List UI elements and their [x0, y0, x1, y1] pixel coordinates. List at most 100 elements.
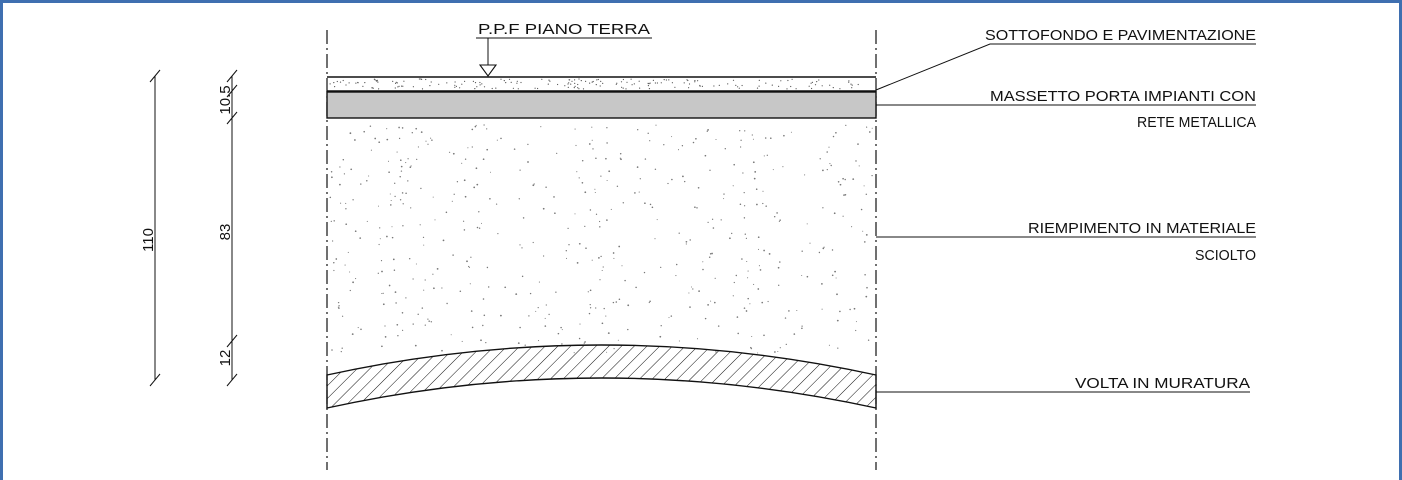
- speckle-dot: [564, 85, 566, 87]
- speckle-dot: [578, 78, 580, 80]
- speckle-dot: [475, 167, 478, 170]
- speckle-dot: [678, 340, 680, 342]
- speckle-dot: [524, 344, 526, 346]
- speckle-dot: [688, 83, 691, 85]
- speckle-dot: [806, 223, 808, 225]
- speckle-dot: [732, 79, 735, 81]
- speckle-dot: [754, 171, 757, 173]
- speckle-dot: [743, 217, 746, 219]
- speckle-dot: [633, 83, 635, 85]
- speckle-dot: [652, 79, 655, 81]
- speckle-dot: [773, 215, 776, 218]
- speckle-dot: [756, 203, 758, 206]
- speckle-dot: [791, 78, 793, 80]
- speckle-dot: [757, 236, 760, 239]
- speckle-dot: [638, 80, 640, 82]
- speckle-dot: [690, 286, 693, 288]
- speckle-dot: [544, 325, 547, 327]
- speckle-dot: [811, 81, 814, 83]
- speckle-dot: [390, 204, 392, 206]
- speckle-dot: [339, 81, 342, 83]
- speckle-dot: [532, 184, 535, 187]
- speckle-dot: [475, 124, 477, 126]
- speckle-dot: [433, 287, 435, 290]
- speckle-dot: [578, 337, 581, 340]
- speckle-dot: [796, 309, 798, 312]
- speckle-dot: [765, 82, 767, 84]
- speckle-dot: [533, 183, 535, 185]
- speckle-dot: [735, 274, 738, 277]
- speckle-dot: [616, 185, 619, 187]
- speckle-dot: [683, 82, 685, 84]
- dimension-top-label: 10.5: [217, 85, 234, 114]
- speckle-dot: [386, 235, 388, 238]
- speckle-dot: [747, 270, 749, 272]
- speckle-dot: [453, 193, 455, 195]
- speckle-dot: [713, 85, 715, 87]
- speckle-dot: [337, 301, 340, 304]
- speckle-dot: [377, 205, 380, 207]
- speckle-dot: [565, 250, 567, 252]
- speckle-dot: [479, 84, 481, 86]
- speckle-dot: [857, 83, 859, 86]
- speckle-dot: [663, 79, 665, 81]
- speckle-dot: [388, 284, 391, 287]
- speckle-dot: [535, 310, 537, 312]
- speckle-dot: [860, 208, 863, 211]
- speckle-dot: [371, 87, 373, 89]
- speckle-dot: [521, 275, 524, 278]
- speckle-dot: [489, 197, 491, 200]
- speckle-dot: [395, 81, 397, 83]
- riempimento-layer: [329, 124, 873, 354]
- speckle-dot: [855, 329, 857, 332]
- speckle-dot: [522, 217, 525, 219]
- speckle-dot: [378, 88, 380, 90]
- speckle-dot: [336, 80, 338, 83]
- speckle-dot: [557, 332, 560, 335]
- speckle-dot: [595, 84, 597, 86]
- speckle-dot: [407, 180, 409, 182]
- speckle-dot: [580, 80, 582, 82]
- speckle-dot: [610, 208, 612, 210]
- speckle-dot: [694, 206, 696, 208]
- speckle-dot: [758, 265, 760, 267]
- speckle-dot: [616, 82, 618, 84]
- speckle-dot: [758, 79, 760, 81]
- speckle-dot: [397, 335, 399, 337]
- speckle-dot: [576, 171, 578, 173]
- speckle-dot: [503, 80, 505, 82]
- speckle-dot: [578, 177, 580, 179]
- speckle-dot: [396, 151, 398, 153]
- speckle-dot: [515, 293, 518, 295]
- speckle-dot: [667, 182, 669, 185]
- speckle-dot: [333, 269, 335, 272]
- speckle-dot: [778, 85, 780, 87]
- speckle-dot: [452, 254, 454, 256]
- speckle-dot: [400, 159, 402, 161]
- speckle-dot: [617, 339, 619, 341]
- volta-layer: [326, 344, 877, 409]
- speckle-dot: [360, 328, 362, 331]
- speckle-dot: [471, 326, 474, 329]
- speckle-dot: [814, 84, 817, 86]
- speckle-dot: [474, 125, 477, 128]
- speckle-dot: [744, 233, 746, 235]
- speckle-dot: [696, 207, 698, 209]
- speckle-dot: [821, 85, 823, 87]
- speckle-dot: [745, 237, 748, 239]
- speckle-dot: [397, 86, 399, 88]
- speckle-dot: [688, 87, 690, 89]
- speckle-dot: [736, 316, 739, 318]
- speckle-dot: [394, 182, 396, 184]
- speckle-dot: [864, 274, 866, 276]
- speckle-dot: [421, 88, 424, 90]
- speckle-dot: [758, 85, 760, 87]
- speckle-dot: [727, 83, 729, 85]
- speckle-dot: [768, 253, 771, 255]
- speckle-dot: [400, 165, 403, 168]
- speckle-dot: [706, 130, 708, 132]
- speckle-dot: [832, 87, 834, 89]
- speckle-dot: [405, 192, 407, 195]
- speckle-dot: [842, 177, 844, 180]
- speckle-dot: [685, 240, 688, 243]
